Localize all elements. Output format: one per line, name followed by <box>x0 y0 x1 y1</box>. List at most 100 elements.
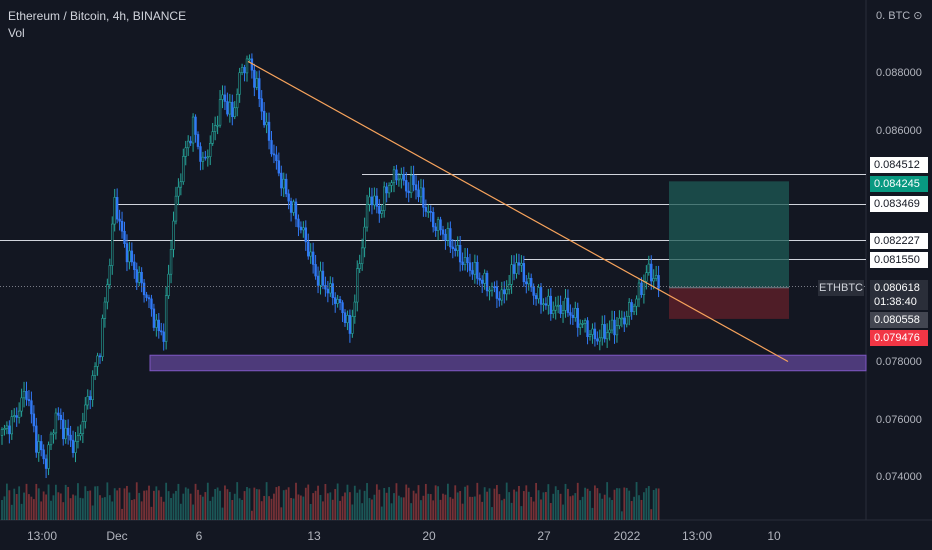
volume-bar <box>118 487 121 520</box>
volume-bar <box>527 491 530 520</box>
candle-body <box>253 69 256 88</box>
candle-body <box>390 182 393 186</box>
candle-body <box>370 196 374 206</box>
symbol-title[interactable]: Ethereum / Bitcoin, 4h, BINANCE <box>8 9 187 23</box>
candle-body <box>387 185 391 194</box>
volume-bar <box>52 495 55 520</box>
candle-body <box>405 180 408 192</box>
candle-body <box>118 218 121 222</box>
volume-bar <box>77 483 79 520</box>
volume-bar <box>620 511 623 520</box>
volume-bar <box>322 501 324 520</box>
volume-bar <box>451 498 454 520</box>
candle-body <box>549 295 553 314</box>
volume-bar <box>206 482 209 520</box>
candle-body <box>476 261 479 279</box>
volume-bar <box>221 507 224 520</box>
candle-body <box>133 261 136 270</box>
price-tag-level-084512: 0.084512 <box>870 157 928 173</box>
volume-bar <box>292 498 295 520</box>
candle-body <box>160 330 163 333</box>
volume-bar <box>402 497 405 520</box>
candle-body <box>488 289 491 292</box>
volume-bar <box>540 499 542 520</box>
candle-body <box>245 58 249 74</box>
volume-bar <box>559 493 562 520</box>
candle-body <box>292 201 295 213</box>
candle-body <box>162 331 165 342</box>
candle-body <box>588 334 592 338</box>
volume-bar <box>162 501 165 520</box>
volume-bar <box>55 484 57 520</box>
candle-body <box>25 391 28 400</box>
candle-body <box>378 205 381 214</box>
candle-body <box>152 308 156 328</box>
candle-body <box>96 355 99 367</box>
volume-bar <box>197 489 199 520</box>
candle-body <box>623 317 626 325</box>
volume-bar <box>202 496 204 520</box>
candle-body <box>596 338 599 342</box>
candle-body <box>196 134 200 147</box>
volume-bar <box>537 490 540 520</box>
volume-bar <box>260 501 263 520</box>
volume-bar <box>429 494 432 520</box>
candle-body <box>54 412 58 434</box>
volume-bar <box>30 496 33 520</box>
volume-bar <box>549 503 552 520</box>
candle-body <box>47 444 50 469</box>
support-zone <box>149 354 867 372</box>
candle-body <box>108 265 112 285</box>
volume-bar <box>454 485 457 520</box>
volume-bar <box>108 495 111 520</box>
candle-body <box>81 421 85 434</box>
currency-label[interactable]: 0. BTC ⊙ <box>876 10 923 22</box>
candle-body <box>44 458 48 469</box>
volume-bar <box>657 488 660 520</box>
candle-body <box>91 375 94 401</box>
volume-bar <box>37 488 40 520</box>
volume-bar <box>596 488 599 520</box>
volume-bar <box>608 497 611 520</box>
candle-body <box>343 312 347 324</box>
volume-bar <box>576 482 579 520</box>
volume-bar <box>268 496 270 520</box>
candle-body <box>368 196 371 205</box>
volume-bar <box>525 485 528 520</box>
candle-body <box>613 319 616 336</box>
volume-bar <box>304 487 307 520</box>
candle-body <box>326 288 330 294</box>
volume-bar <box>35 483 38 520</box>
candle-body <box>10 416 13 435</box>
volume-bar <box>579 500 582 520</box>
candle-body <box>424 207 428 212</box>
volume-indicator-label[interactable]: Vol <box>8 26 25 40</box>
volume-bar <box>623 487 626 520</box>
volume-bar <box>574 493 577 520</box>
volume-bar <box>150 506 153 520</box>
candle-body <box>454 248 457 251</box>
candle-body <box>463 257 467 266</box>
time-label-20: 20 <box>422 529 436 543</box>
candle-body <box>449 228 452 248</box>
candle-body <box>157 319 160 332</box>
volume-bar <box>535 482 537 520</box>
volume-bar <box>32 499 35 520</box>
volume-bar <box>309 503 312 520</box>
volume-bar <box>47 484 50 520</box>
candle-body <box>431 211 435 228</box>
candle-body <box>282 178 285 189</box>
candle-body <box>498 298 501 301</box>
candle-body <box>593 328 597 340</box>
volume-bar <box>81 498 84 520</box>
volume-bar <box>160 496 163 520</box>
price-tag-entry: 0.080558 <box>870 312 928 328</box>
candle-body <box>375 195 379 207</box>
candle-body <box>111 223 114 266</box>
volume-bar <box>461 503 464 520</box>
volume-bar <box>15 494 18 520</box>
candle-body <box>150 298 153 310</box>
candle-body <box>147 297 151 300</box>
volume-bar <box>184 487 187 520</box>
